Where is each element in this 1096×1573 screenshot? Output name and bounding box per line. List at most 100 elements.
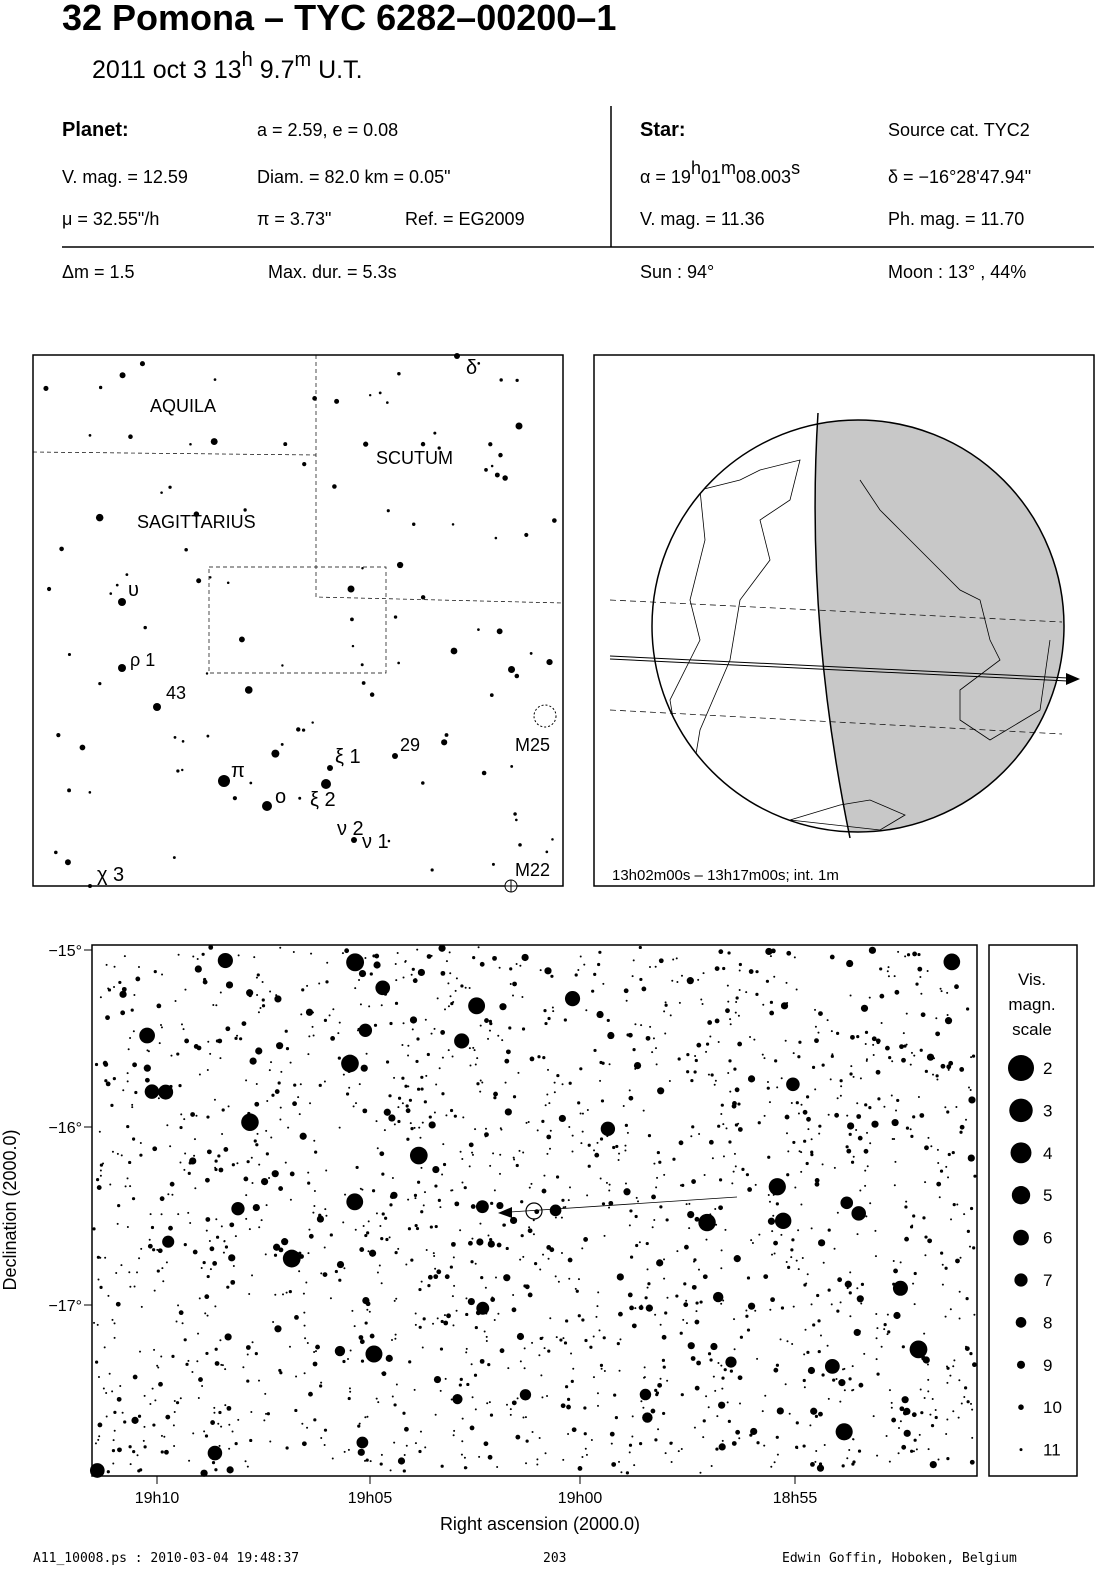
star [111, 1150, 114, 1153]
star [157, 1366, 160, 1369]
star [458, 1383, 462, 1387]
field: Sun : 94° [640, 262, 714, 282]
star [696, 1042, 702, 1048]
star [368, 1249, 377, 1257]
star [934, 1408, 937, 1411]
star [930, 1145, 933, 1148]
star [906, 953, 911, 957]
star [872, 1415, 875, 1418]
star [418, 1126, 421, 1129]
star [894, 1160, 897, 1163]
star [127, 1048, 130, 1051]
star [714, 966, 720, 972]
star [694, 1054, 697, 1057]
star [465, 1466, 468, 1469]
star [949, 1374, 952, 1377]
star [911, 1224, 914, 1227]
star [299, 1083, 302, 1086]
star [697, 1268, 700, 1271]
star [165, 1261, 168, 1264]
footer: A11_10008.ps : 2010-03-04 19:48:37 [33, 1551, 299, 1566]
star [132, 1374, 138, 1380]
star [346, 953, 365, 972]
star [910, 1051, 913, 1054]
star [685, 1203, 688, 1206]
star [926, 1363, 929, 1366]
star [560, 1216, 563, 1219]
star [816, 1464, 825, 1472]
star [413, 1388, 416, 1391]
star [642, 1406, 645, 1409]
terminator [814, 412, 851, 839]
star [170, 1054, 173, 1057]
star [425, 1074, 428, 1077]
star [470, 1204, 476, 1209]
star [676, 1250, 679, 1253]
star [378, 1264, 381, 1267]
star [815, 1449, 818, 1452]
star [119, 990, 127, 998]
star [273, 1253, 278, 1257]
star [440, 1464, 444, 1468]
star [414, 978, 417, 981]
star [408, 1098, 413, 1102]
star [927, 1238, 933, 1244]
star [637, 1200, 640, 1203]
star [676, 981, 679, 984]
star [887, 975, 890, 978]
star [123, 1420, 127, 1424]
star [451, 1241, 456, 1247]
star [555, 1336, 558, 1339]
star [98, 1435, 101, 1438]
star [422, 1204, 425, 1207]
star [646, 1268, 649, 1271]
star [274, 1089, 280, 1094]
star [485, 1339, 488, 1342]
star [380, 1453, 383, 1456]
star [814, 1414, 819, 1418]
star [169, 1181, 175, 1187]
star [246, 989, 254, 997]
star [104, 1256, 107, 1259]
star-label: π [231, 760, 245, 782]
star [158, 1042, 161, 1045]
star [527, 1120, 530, 1123]
star [608, 1063, 611, 1066]
star [860, 1282, 865, 1286]
star [162, 1280, 165, 1283]
star [768, 1200, 771, 1203]
star [966, 1229, 970, 1233]
star [364, 1233, 368, 1238]
star-chart: Right ascension (2000.0) Declination (20… [0, 943, 1078, 1534]
star [536, 1458, 539, 1461]
field: α = 19h01m08.003s [640, 158, 800, 187]
star [461, 1181, 464, 1184]
star [814, 1088, 817, 1091]
star [658, 958, 664, 964]
star [452, 1324, 455, 1327]
star [442, 1162, 447, 1167]
star [823, 1443, 826, 1446]
star [409, 1122, 412, 1125]
star [411, 1028, 414, 1031]
star [351, 837, 357, 843]
star [444, 733, 449, 737]
star [787, 1265, 791, 1269]
star [244, 686, 253, 694]
star [846, 1114, 849, 1117]
x-tick-label: 19h00 [558, 1490, 603, 1507]
star [394, 1333, 397, 1336]
star [494, 1276, 497, 1279]
star [952, 1203, 956, 1207]
star [639, 1388, 652, 1401]
star [148, 1238, 151, 1241]
star [764, 1394, 767, 1397]
star [414, 1442, 417, 1445]
star [912, 1115, 916, 1119]
star [166, 1124, 169, 1127]
star [360, 1359, 365, 1363]
star [341, 1054, 359, 1073]
star [97, 1278, 100, 1281]
star [205, 1177, 210, 1183]
star [595, 1315, 598, 1318]
